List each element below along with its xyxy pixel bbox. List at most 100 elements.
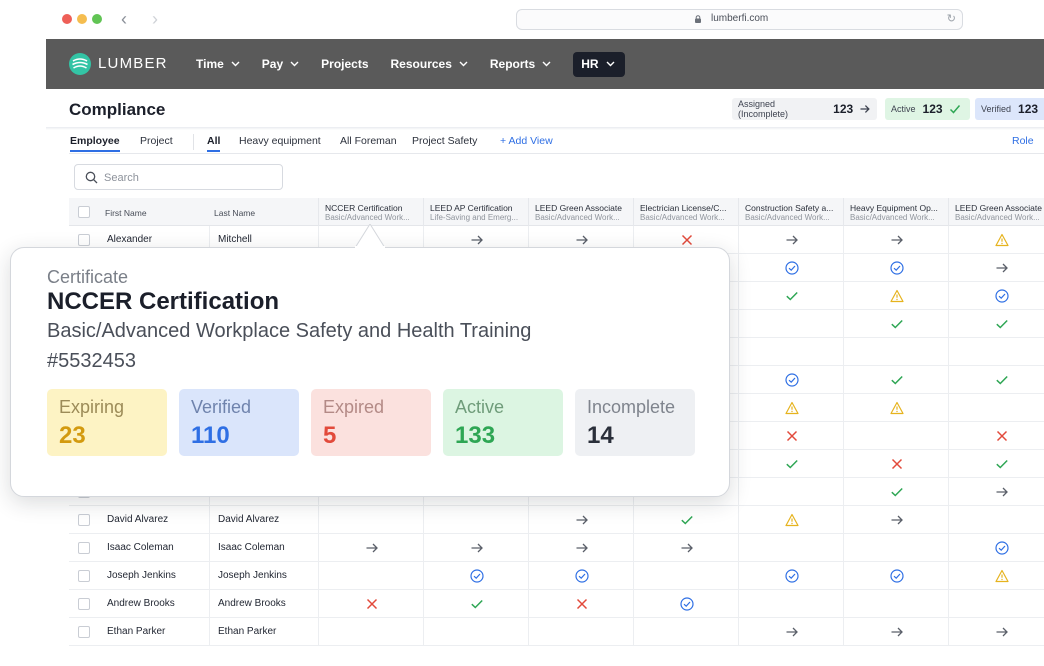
stat-incomplete[interactable]: Incomplete 14 <box>575 389 695 456</box>
stat-expiring[interactable]: Expiring 23 <box>47 389 167 456</box>
add-view-button[interactable]: + Add View <box>500 135 553 147</box>
certification-status-cell[interactable] <box>528 562 633 590</box>
certification-status-cell[interactable] <box>948 422 1044 450</box>
header-certification[interactable]: Construction Safety a... Basic/Advanced W… <box>738 198 843 226</box>
certification-status-cell[interactable] <box>843 366 948 394</box>
certification-status-cell[interactable] <box>843 226 948 254</box>
certification-status-cell[interactable] <box>318 534 423 562</box>
certification-status-cell[interactable] <box>948 618 1044 646</box>
stat-verified[interactable]: Verified 110 <box>179 389 299 456</box>
certification-status-cell[interactable] <box>738 366 843 394</box>
header-certification[interactable]: NCCER Certification Basic/Advanced Work..… <box>318 198 423 226</box>
certification-status-cell[interactable] <box>843 562 948 590</box>
header-certification[interactable]: Heavy Equipment Op... Basic/Advanced Work… <box>843 198 948 226</box>
role-dropdown[interactable]: Role <box>1012 135 1034 147</box>
header-certification[interactable]: Electrician License/C... Basic/Advanced W… <box>633 198 738 226</box>
certification-status-cell[interactable] <box>948 562 1044 590</box>
tab-project[interactable]: Project <box>140 135 173 147</box>
row-checkbox[interactable] <box>78 570 90 582</box>
certification-status-cell[interactable] <box>843 478 948 506</box>
certification-status-cell[interactable] <box>528 590 633 618</box>
stat-active[interactable]: Active 133 <box>443 389 563 456</box>
certification-status-cell[interactable] <box>738 254 843 282</box>
row-checkbox[interactable] <box>78 542 90 554</box>
nav-resources[interactable]: Resources <box>391 52 468 77</box>
header-certification[interactable]: LEED AP Certification Life-Saving and Eme… <box>423 198 528 226</box>
certification-status-cell[interactable] <box>948 282 1044 310</box>
arrow-right-icon <box>891 235 903 245</box>
certification-status-cell[interactable] <box>948 226 1044 254</box>
maximize-window-button[interactable] <box>92 14 102 24</box>
certification-status-cell[interactable] <box>528 226 633 254</box>
certification-status-cell[interactable] <box>843 254 948 282</box>
certification-status-cell[interactable] <box>843 450 948 478</box>
search-input[interactable]: Search <box>74 164 283 190</box>
filter-heavy-equipment[interactable]: Heavy equipment <box>239 135 321 147</box>
table-row[interactable]: Ethan Parker Ethan Parker <box>69 618 1044 646</box>
certification-status-cell[interactable] <box>423 226 528 254</box>
certification-status-cell[interactable] <box>843 394 948 422</box>
select-all-checkbox[interactable] <box>78 206 90 218</box>
stat-expired[interactable]: Expired 5 <box>311 389 431 456</box>
back-arrow-icon[interactable]: ‹ <box>121 9 127 29</box>
certification-status-cell[interactable] <box>738 282 843 310</box>
reload-icon[interactable]: ↻ <box>946 13 956 25</box>
table-row[interactable]: Isaac Coleman Isaac Coleman <box>69 534 1044 562</box>
certification-status-cell[interactable] <box>633 226 738 254</box>
header-certification[interactable]: LEED Green Associate Basic/Advanced Work.… <box>948 198 1044 226</box>
header-certification[interactable]: LEED Green Associate Basic/Advanced Work.… <box>528 198 633 226</box>
address-bar[interactable]: lumberfi.com ↻ <box>516 9 963 30</box>
header-cert-subtitle: Basic/Advanced Work... <box>535 213 620 222</box>
certification-status-cell[interactable] <box>738 226 843 254</box>
tab-employee[interactable]: Employee <box>70 135 120 152</box>
nav-time[interactable]: Time <box>196 52 240 77</box>
table-row[interactable]: Andrew Brooks Andrew Brooks <box>69 590 1044 618</box>
certification-status-cell[interactable] <box>948 310 1044 338</box>
certification-status-cell[interactable] <box>843 282 948 310</box>
filter-project-safety[interactable]: Project Safety <box>412 135 477 147</box>
certification-status-cell[interactable] <box>633 534 738 562</box>
certification-status-cell[interactable] <box>633 590 738 618</box>
row-checkbox[interactable] <box>78 598 90 610</box>
certification-status-cell[interactable] <box>423 534 528 562</box>
nav-projects[interactable]: Projects <box>321 52 368 77</box>
certification-status-cell[interactable] <box>423 590 528 618</box>
certification-status-cell[interactable] <box>843 618 948 646</box>
certification-status-cell[interactable] <box>948 366 1044 394</box>
row-checkbox[interactable] <box>78 514 90 526</box>
certification-status-cell[interactable] <box>318 590 423 618</box>
certification-status-cell[interactable] <box>528 506 633 534</box>
certification-status-cell[interactable] <box>738 506 843 534</box>
certification-status-cell[interactable] <box>633 506 738 534</box>
certification-status-cell[interactable] <box>738 562 843 590</box>
certification-status-cell[interactable] <box>948 534 1044 562</box>
minimize-window-button[interactable] <box>77 14 87 24</box>
table-row[interactable]: David Alvarez David Alvarez <box>69 506 1044 534</box>
nav-hr[interactable]: HR <box>573 51 625 77</box>
certification-status-cell[interactable] <box>843 310 948 338</box>
row-checkbox[interactable] <box>78 626 90 638</box>
certification-status-cell[interactable] <box>948 254 1044 282</box>
filter-all-foreman[interactable]: All Foreman <box>340 135 397 147</box>
certification-status-cell[interactable] <box>948 478 1044 506</box>
table-row[interactable]: Joseph Jenkins Joseph Jenkins <box>69 562 1044 590</box>
header-first-name[interactable]: First Name <box>99 198 209 226</box>
certification-status-cell[interactable] <box>843 506 948 534</box>
nav-pay[interactable]: Pay <box>262 52 299 77</box>
forward-arrow-icon[interactable]: › <box>152 9 158 29</box>
header-last-name[interactable]: Last Name <box>208 198 318 226</box>
row-checkbox[interactable] <box>78 234 90 246</box>
certification-status-cell[interactable] <box>738 422 843 450</box>
close-window-button[interactable] <box>62 14 72 24</box>
certification-status-cell[interactable] <box>738 450 843 478</box>
filter-all[interactable]: All <box>207 135 221 152</box>
assigned-incomplete-badge[interactable]: Assigned (Incomplete) 123 <box>732 98 877 120</box>
certification-status-cell[interactable] <box>423 562 528 590</box>
certification-status-cell[interactable] <box>738 618 843 646</box>
active-badge[interactable]: Active 123 <box>885 98 970 120</box>
verified-badge[interactable]: Verified 123 <box>975 98 1044 120</box>
certification-status-cell[interactable] <box>948 450 1044 478</box>
certification-status-cell[interactable] <box>528 534 633 562</box>
certification-status-cell[interactable] <box>738 394 843 422</box>
nav-reports[interactable]: Reports <box>490 52 551 77</box>
